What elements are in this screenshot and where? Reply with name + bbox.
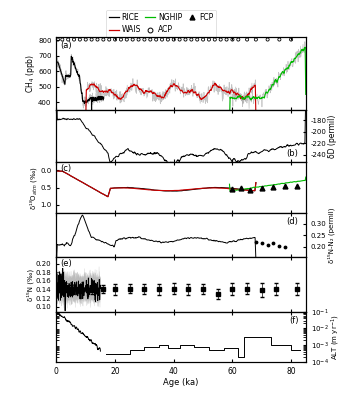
Text: (a): (a) bbox=[60, 41, 72, 50]
Point bbox=[95, 36, 100, 43]
Point bbox=[206, 36, 212, 43]
Point bbox=[288, 36, 294, 43]
Point bbox=[59, 36, 65, 43]
Point bbox=[124, 36, 130, 43]
Point bbox=[230, 36, 236, 43]
X-axis label: Age (ka): Age (ka) bbox=[163, 378, 199, 387]
Point bbox=[89, 36, 95, 43]
Point bbox=[112, 36, 118, 43]
Y-axis label: δD (permil): δD (permil) bbox=[328, 114, 337, 158]
Legend: RICE, WAIS, NGHIP, ACP, FCP: RICE, WAIS, NGHIP, ACP, FCP bbox=[106, 10, 216, 37]
Point bbox=[159, 36, 165, 43]
Point bbox=[236, 36, 241, 43]
Text: (e): (e) bbox=[60, 259, 72, 268]
Point bbox=[83, 36, 89, 43]
Point bbox=[177, 36, 182, 43]
Y-axis label: ALT (m yr$^{-1}$): ALT (m yr$^{-1}$) bbox=[330, 314, 342, 360]
Text: (b): (b) bbox=[286, 149, 298, 158]
Point bbox=[194, 36, 200, 43]
Point bbox=[253, 36, 259, 43]
Text: (d): (d) bbox=[286, 217, 298, 226]
Point bbox=[212, 36, 218, 43]
Text: (c): (c) bbox=[60, 164, 71, 173]
Point bbox=[142, 36, 147, 43]
Point bbox=[100, 36, 106, 43]
Point bbox=[118, 36, 124, 43]
Point bbox=[276, 36, 282, 43]
Point bbox=[165, 36, 171, 43]
Text: (f): (f) bbox=[289, 316, 298, 325]
Point bbox=[171, 36, 177, 43]
Point bbox=[223, 36, 229, 43]
Y-axis label: δ¹⁸O$_{atm}$ (‰): δ¹⁸O$_{atm}$ (‰) bbox=[28, 165, 39, 210]
Point bbox=[77, 36, 83, 43]
Point bbox=[218, 36, 223, 43]
Point bbox=[153, 36, 159, 43]
Y-axis label: δ¹⁵N (‰): δ¹⁵N (‰) bbox=[27, 268, 35, 301]
Point bbox=[55, 36, 61, 43]
Point bbox=[147, 36, 153, 43]
Point bbox=[265, 36, 270, 43]
Point bbox=[65, 36, 71, 43]
Point bbox=[189, 36, 194, 43]
Y-axis label: δ¹⁵N-N₂ (permil): δ¹⁵N-N₂ (permil) bbox=[328, 208, 335, 263]
Point bbox=[71, 36, 77, 43]
Point bbox=[136, 36, 142, 43]
Point bbox=[130, 36, 136, 43]
Point bbox=[200, 36, 206, 43]
Y-axis label: CH$_4$ (ppb): CH$_4$ (ppb) bbox=[24, 54, 37, 93]
Point bbox=[244, 36, 250, 43]
Point bbox=[106, 36, 112, 43]
Point bbox=[183, 36, 189, 43]
